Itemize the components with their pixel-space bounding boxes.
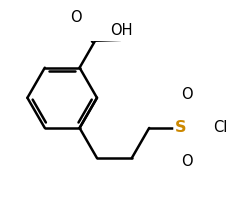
Text: O: O	[181, 87, 192, 102]
Text: O: O	[181, 154, 192, 169]
Text: Cl: Cl	[213, 120, 227, 135]
Text: S: S	[174, 120, 186, 135]
Text: O: O	[70, 10, 82, 25]
Text: OH: OH	[110, 23, 133, 38]
